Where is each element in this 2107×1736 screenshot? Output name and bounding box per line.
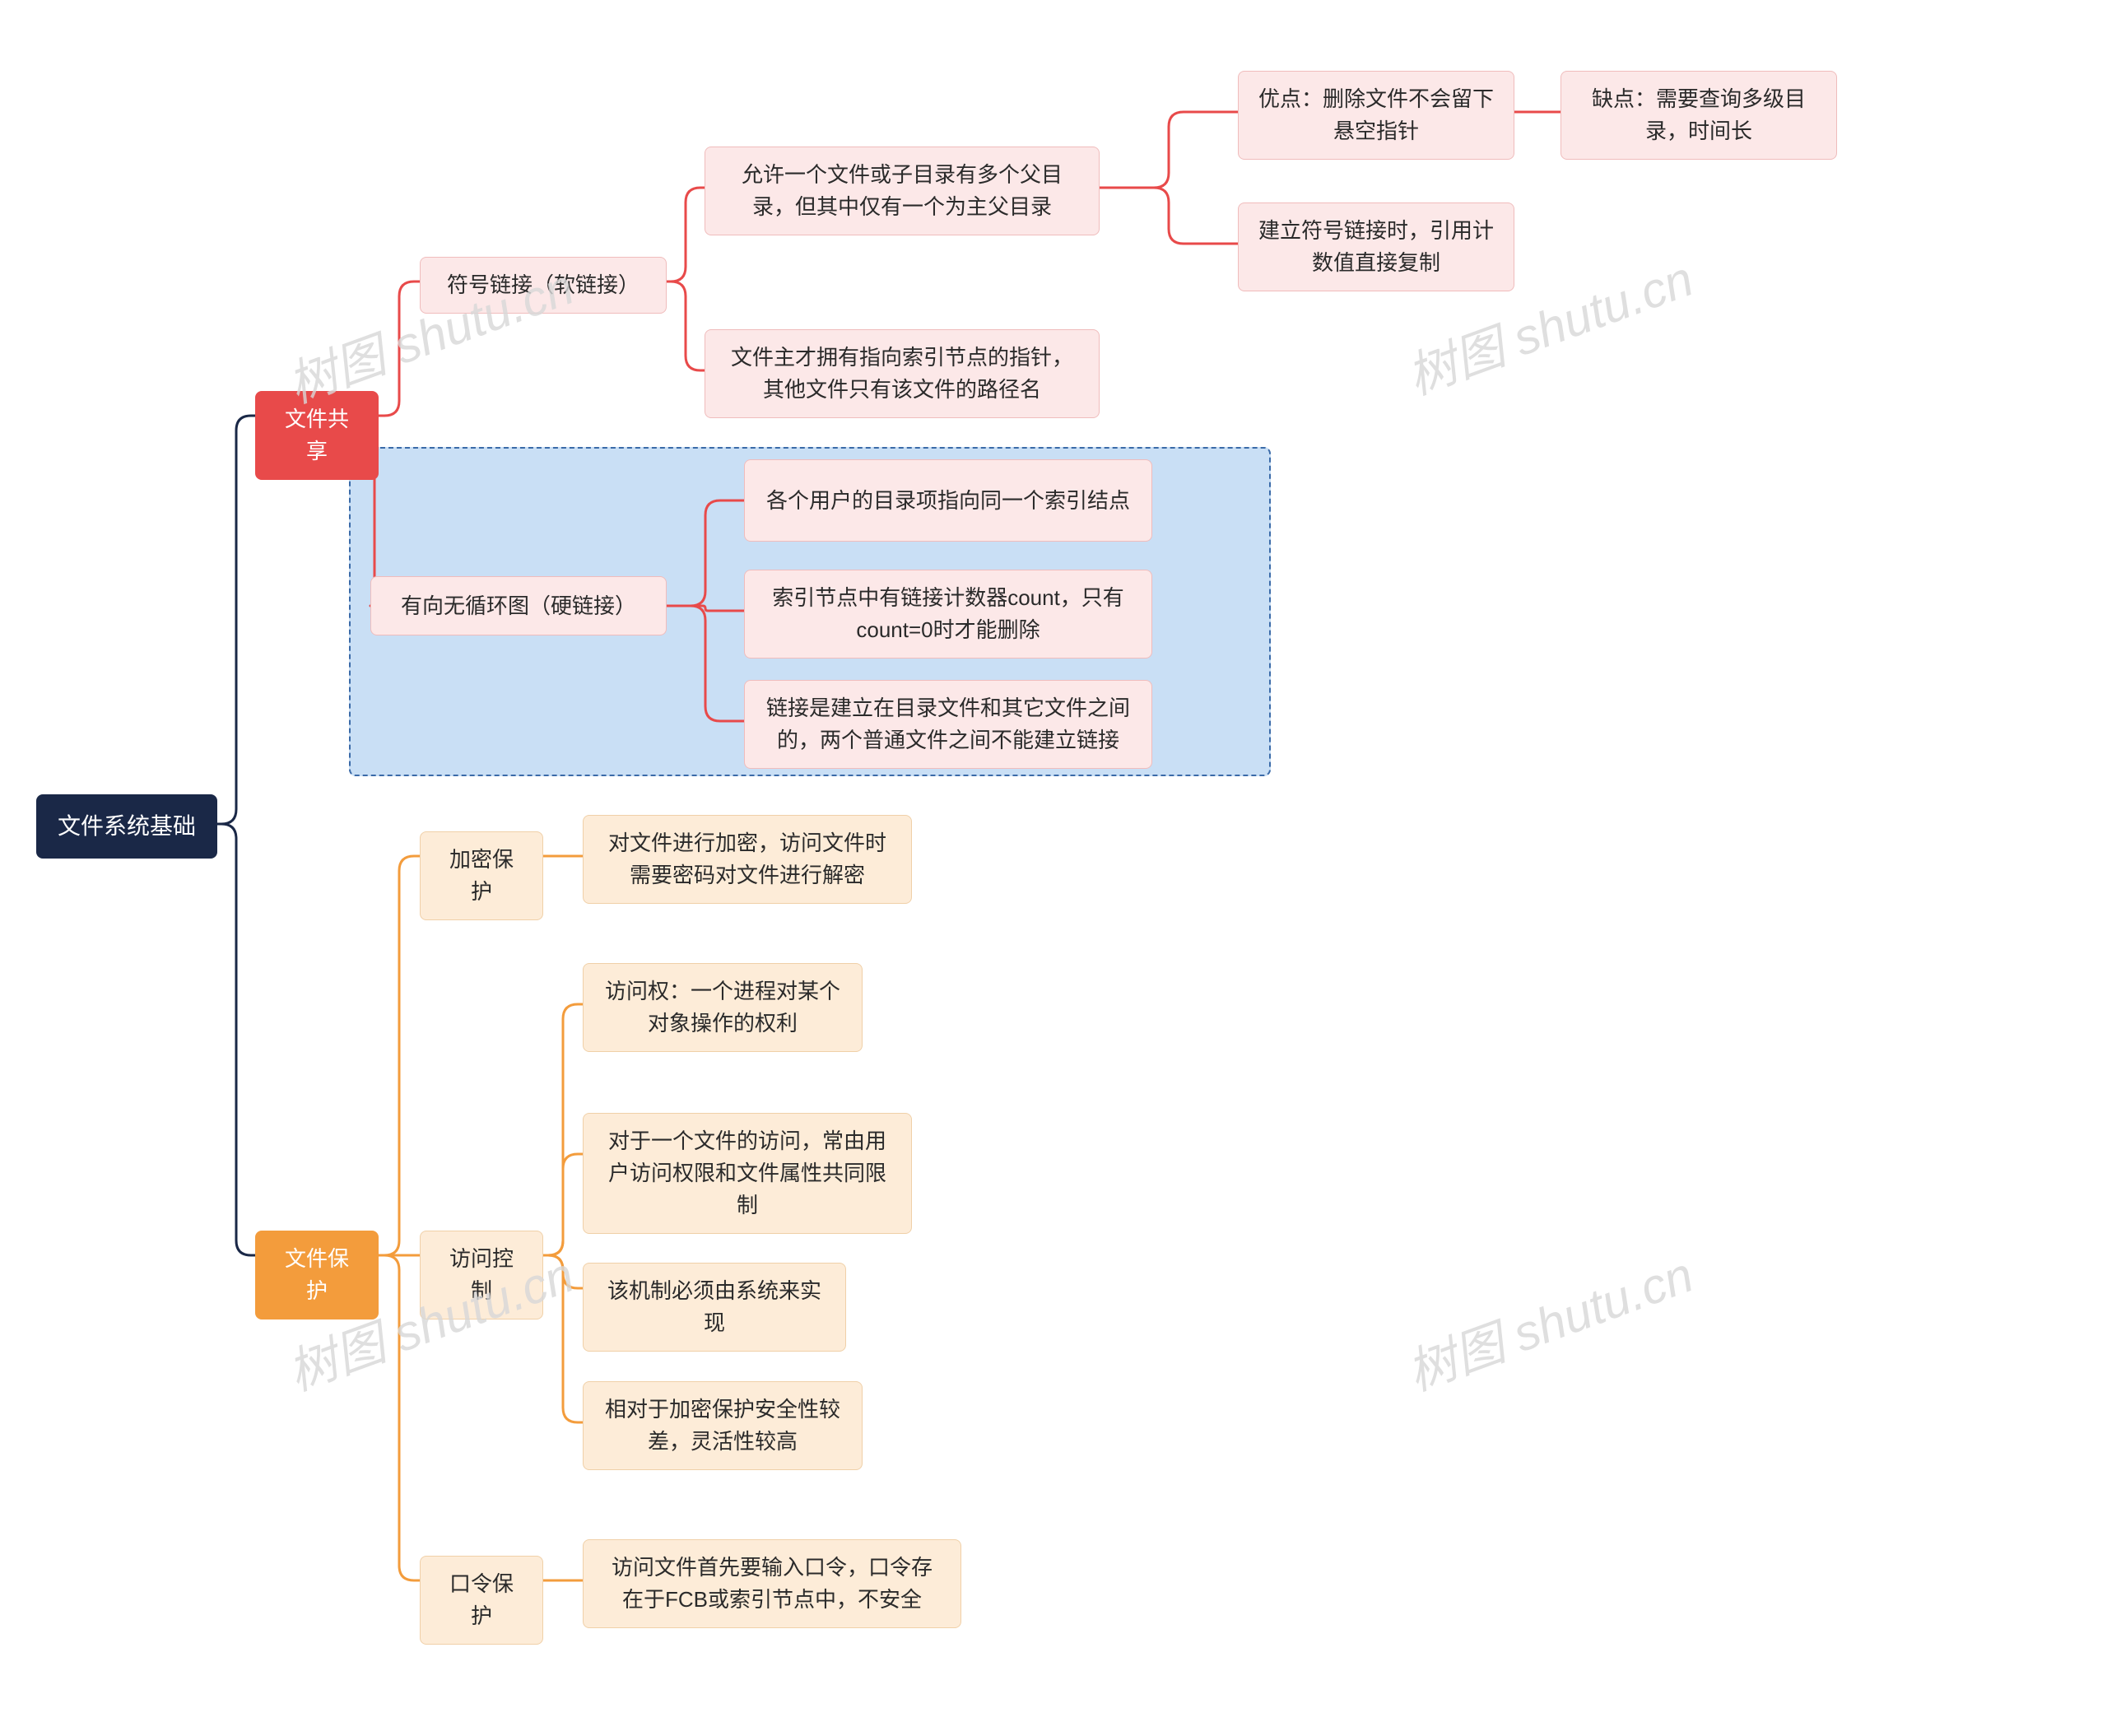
symlink-disadvantage-node[interactable]: 缺点：需要查询多级目录，时间长 <box>1560 71 1837 160</box>
access-control-node[interactable]: 访问控制 <box>420 1231 543 1319</box>
password-node[interactable]: 口令保护 <box>420 1556 543 1645</box>
hardlink-c2-label: 索引节点中有链接计数器count，只有count=0时才能删除 <box>765 582 1132 646</box>
symlink-c1b-label: 缺点：需要查询多级目录，时间长 <box>1581 83 1816 147</box>
connector-edge <box>217 824 255 1255</box>
connector-edge <box>543 1004 583 1255</box>
connector-edge <box>543 1255 583 1422</box>
connector-edge <box>543 1154 583 1255</box>
connector-edge <box>1100 188 1238 244</box>
access-desc-2-node[interactable]: 对于一个文件的访问，常由用户访问权限和文件属性共同限制 <box>583 1113 912 1234</box>
share-label: 文件共享 <box>276 403 358 468</box>
hardlink-c3-label: 链接是建立在目录文件和其它文件之间的，两个普通文件之间不能建立链接 <box>765 692 1132 756</box>
watermark-text: 树图 shutu.cn <box>1396 1235 1701 1404</box>
encrypt-c1-label: 对文件进行加密，访问文件时需要密码对文件进行解密 <box>603 827 891 891</box>
file-protection-node[interactable]: 文件保护 <box>255 1231 379 1319</box>
access-c4-label: 相对于加密保护安全性较差，灵活性较高 <box>603 1394 842 1458</box>
connector-edge <box>379 282 420 416</box>
protect-label: 文件保护 <box>276 1243 358 1307</box>
symlink-desc-1-node[interactable]: 允许一个文件或子目录有多个父目录，但其中仅有一个为主父目录 <box>705 147 1100 235</box>
connector-edge <box>667 282 705 370</box>
hardlink-desc-3-node[interactable]: 链接是建立在目录文件和其它文件之间的，两个普通文件之间不能建立链接 <box>744 680 1152 769</box>
symlink-node[interactable]: 符号链接（软链接） <box>420 257 667 314</box>
root-label: 文件系统基础 <box>58 809 196 844</box>
encrypt-node[interactable]: 加密保护 <box>420 831 543 920</box>
encrypt-label: 加密保护 <box>440 844 523 908</box>
symlink-refcount-node[interactable]: 建立符号链接时，引用计数值直接复制 <box>1238 202 1514 291</box>
symlink-label: 符号链接（软链接） <box>447 269 640 301</box>
connector-edge <box>667 188 705 282</box>
access-desc-3-node[interactable]: 该机制必须由系统来实现 <box>583 1263 846 1352</box>
access-desc-4-node[interactable]: 相对于加密保护安全性较差，灵活性较高 <box>583 1381 863 1470</box>
file-sharing-node[interactable]: 文件共享 <box>255 391 379 480</box>
password-c1-label: 访问文件首先要输入口令，口令存在于FCB或索引节点中，不安全 <box>603 1552 941 1616</box>
symlink-advantage-node[interactable]: 优点：删除文件不会留下悬空指针 <box>1238 71 1514 160</box>
hardlink-node[interactable]: 有向无循环图（硬链接） <box>370 576 667 635</box>
symlink-c1a-label: 优点：删除文件不会留下悬空指针 <box>1258 83 1494 147</box>
password-label: 口令保护 <box>440 1568 523 1632</box>
symlink-c1c-label: 建立符号链接时，引用计数值直接复制 <box>1258 215 1494 279</box>
encrypt-desc-node[interactable]: 对文件进行加密，访问文件时需要密码对文件进行解密 <box>583 815 912 904</box>
connector-layer <box>0 0 2107 1736</box>
hardlink-desc-2-node[interactable]: 索引节点中有链接计数器count，只有count=0时才能删除 <box>744 570 1152 659</box>
password-desc-node[interactable]: 访问文件首先要输入口令，口令存在于FCB或索引节点中，不安全 <box>583 1539 961 1628</box>
connector-edge <box>379 856 420 1255</box>
symlink-c2-label: 文件主才拥有指向索引节点的指针，其他文件只有该文件的路径名 <box>725 342 1079 406</box>
access-label: 访问控制 <box>440 1243 523 1307</box>
access-c2-label: 对于一个文件的访问，常由用户访问权限和文件属性共同限制 <box>603 1125 891 1222</box>
hardlink-desc-1-node[interactable]: 各个用户的目录项指向同一个索引结点 <box>744 459 1152 542</box>
connector-edge <box>1100 112 1238 188</box>
access-c3-label: 该机制必须由系统来实现 <box>603 1275 826 1339</box>
connector-edge <box>543 1255 583 1288</box>
access-desc-1-node[interactable]: 访问权：一个进程对某个对象操作的权利 <box>583 963 863 1052</box>
symlink-c1-label: 允许一个文件或子目录有多个父目录，但其中仅有一个为主父目录 <box>725 159 1079 223</box>
root-node[interactable]: 文件系统基础 <box>36 794 217 859</box>
hardlink-label: 有向无循环图（硬链接） <box>401 590 636 622</box>
hardlink-c1-label: 各个用户的目录项指向同一个索引结点 <box>766 485 1130 517</box>
connector-edge <box>379 1255 420 1580</box>
connector-edge <box>217 416 255 824</box>
symlink-desc-2-node[interactable]: 文件主才拥有指向索引节点的指针，其他文件只有该文件的路径名 <box>705 329 1100 418</box>
access-c1-label: 访问权：一个进程对某个对象操作的权利 <box>603 975 842 1040</box>
